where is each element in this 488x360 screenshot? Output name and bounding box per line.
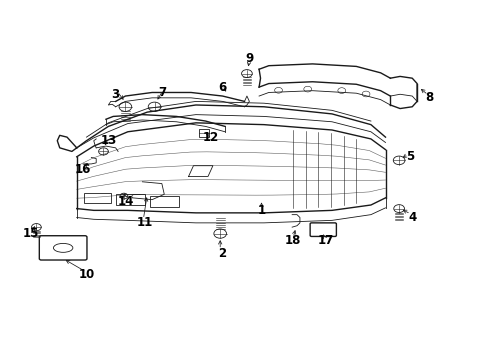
Text: 6: 6	[218, 81, 226, 94]
Text: 10: 10	[78, 268, 94, 281]
Text: 14: 14	[117, 195, 133, 208]
Bar	[84, 193, 111, 203]
Text: 2: 2	[218, 247, 226, 260]
Text: 7: 7	[158, 86, 165, 99]
Bar	[199, 129, 209, 137]
Text: 12: 12	[202, 131, 218, 144]
Text: 5: 5	[405, 150, 413, 163]
Bar	[149, 196, 179, 207]
Text: 8: 8	[424, 91, 432, 104]
Text: 11: 11	[137, 216, 153, 229]
Text: 18: 18	[285, 234, 301, 247]
Text: 16: 16	[75, 163, 91, 176]
Text: 17: 17	[317, 234, 334, 247]
Text: 4: 4	[407, 211, 415, 224]
Bar	[116, 194, 144, 205]
Text: 13: 13	[100, 134, 116, 147]
Text: 15: 15	[22, 227, 39, 240]
Text: 3: 3	[111, 88, 120, 101]
Text: 9: 9	[245, 52, 253, 65]
Text: 1: 1	[257, 204, 265, 217]
